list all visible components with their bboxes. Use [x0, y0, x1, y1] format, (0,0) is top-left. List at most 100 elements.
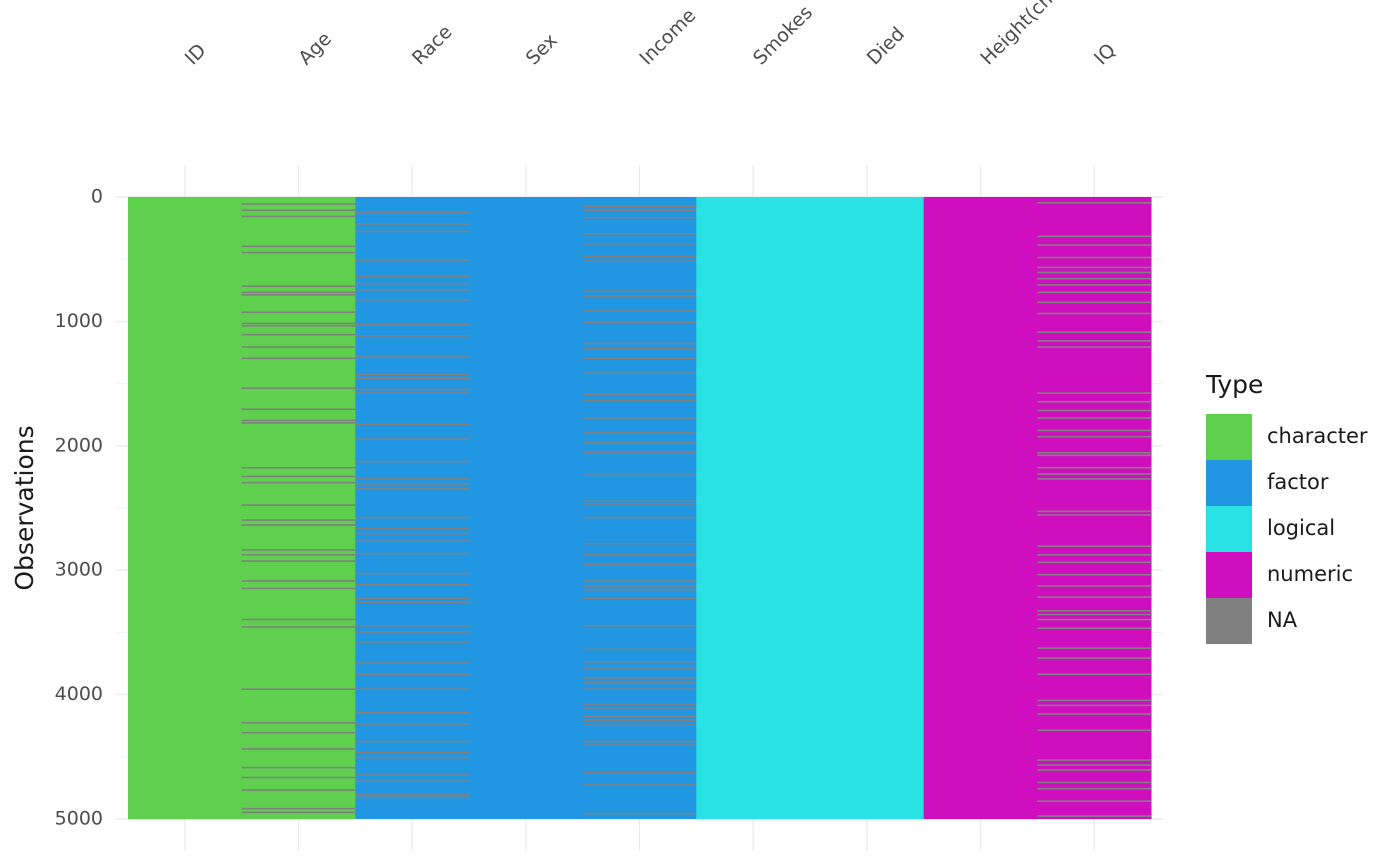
na-row: [582, 677, 697, 679]
column-block: [810, 197, 925, 819]
na-row: [1037, 554, 1151, 556]
na-row: [582, 703, 697, 705]
na-row: [582, 580, 697, 582]
na-row: [1037, 781, 1151, 784]
column-block: [582, 197, 697, 819]
na-row: [355, 282, 469, 285]
na-row: [582, 667, 697, 669]
column-label: Income: [635, 4, 700, 69]
column-label: Race: [408, 21, 456, 69]
na-row: [1037, 478, 1151, 480]
y-tick-label: 2000: [55, 434, 103, 456]
na-row: [582, 585, 697, 587]
na-row: [355, 299, 469, 301]
na-row: [582, 708, 697, 710]
na-row: [241, 580, 356, 582]
na-row: [355, 751, 469, 754]
na-row: [355, 388, 469, 391]
na-row: [355, 597, 469, 600]
na-row: [1037, 277, 1151, 280]
na-row: [1037, 647, 1151, 649]
na-row: [241, 333, 356, 336]
na-row: [241, 408, 356, 411]
na-row: [582, 442, 697, 444]
na-row: [241, 357, 356, 360]
na-row: [355, 688, 469, 690]
legend-label: numeric: [1267, 562, 1353, 586]
na-row: [1037, 301, 1151, 304]
na-row: [241, 481, 356, 484]
na-row: [241, 721, 356, 724]
na-row: [1037, 759, 1151, 761]
na-row: [241, 466, 356, 469]
na-row: [241, 203, 356, 205]
na-row: [582, 812, 697, 815]
na-row: [355, 423, 469, 426]
na-row: [1037, 331, 1151, 333]
na-row: [1037, 561, 1151, 564]
na-row: [355, 712, 469, 714]
na-row: [1037, 769, 1151, 771]
column-block: [355, 197, 470, 819]
na-row: [582, 295, 697, 297]
na-row: [582, 740, 697, 743]
na-row: [241, 731, 356, 734]
na-row: [355, 275, 469, 277]
na-row: [355, 641, 469, 643]
na-row: [582, 682, 697, 684]
y-tick-label: 5000: [55, 808, 103, 830]
na-row: [1037, 573, 1151, 576]
column-block: [923, 197, 1038, 819]
na-row: [582, 393, 697, 396]
na-row: [582, 784, 697, 786]
na-row: [582, 290, 697, 292]
legend-swatch: [1206, 506, 1252, 552]
na-row: [355, 662, 469, 664]
na-row: [1037, 787, 1151, 790]
column-label: IQ: [1090, 39, 1120, 69]
na-row: [582, 542, 697, 545]
na-row: [241, 387, 356, 389]
na-row: [241, 291, 356, 294]
na-row: [582, 243, 697, 245]
na-row: [355, 552, 469, 555]
column-block: [241, 197, 356, 819]
na-row: [241, 346, 356, 348]
na-row: [582, 554, 697, 556]
legend-label: NA: [1267, 608, 1298, 632]
na-row: [582, 597, 697, 600]
na-row: [241, 245, 356, 248]
na-row: [1037, 271, 1151, 274]
na-row: [1037, 429, 1151, 432]
na-row: [241, 789, 356, 791]
na-row: [241, 519, 356, 521]
na-row: [241, 688, 356, 690]
na-row: [355, 794, 469, 796]
na-row: [355, 478, 469, 480]
na-row: [582, 500, 697, 503]
na-row: [1037, 627, 1151, 630]
legend-label: factor: [1267, 470, 1329, 494]
na-row: [241, 587, 356, 590]
na-row: [582, 417, 697, 419]
na-row: [241, 560, 356, 562]
y-tick-label: 1000: [55, 310, 103, 332]
na-row: [355, 516, 469, 519]
na-row: [355, 438, 469, 440]
na-row: [355, 780, 469, 783]
na-row: [1037, 312, 1151, 315]
column-label: Died: [863, 23, 909, 69]
na-row: [241, 285, 356, 287]
na-row: [241, 776, 356, 779]
y-tick-label: 0: [91, 186, 103, 208]
na-row: [582, 474, 697, 477]
na-row: [355, 289, 469, 291]
column-block: [469, 197, 584, 819]
na-row: [1037, 401, 1151, 403]
na-row: [582, 260, 697, 263]
na-row: [355, 223, 469, 225]
na-row: [1037, 699, 1151, 702]
na-row: [582, 357, 697, 360]
na-row: [582, 321, 697, 323]
column-block: [1037, 197, 1152, 819]
